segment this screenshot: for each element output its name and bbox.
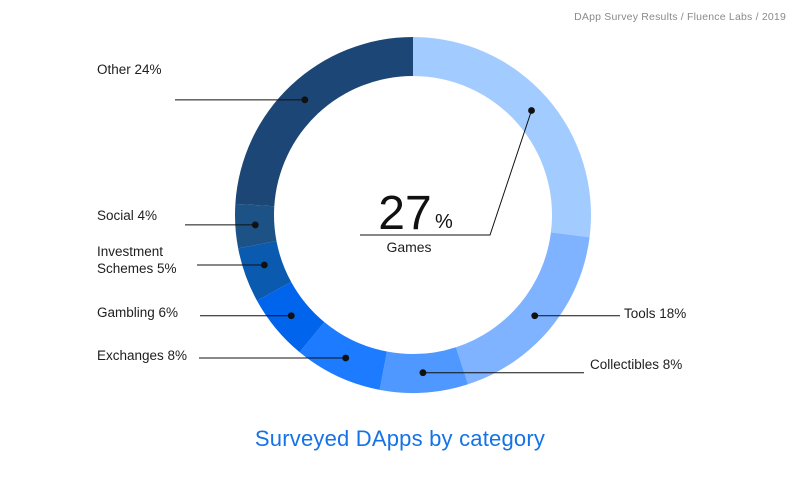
dot-investment-schemes bbox=[260, 261, 268, 269]
dot-games bbox=[528, 107, 535, 114]
label-exchanges: Exchanges 8% bbox=[97, 348, 187, 363]
center-unit: % bbox=[435, 211, 453, 233]
slice-games bbox=[413, 37, 592, 238]
donut-chart: Tools 18% Collectibles 8% Exchanges 8% Gamb… bbox=[97, 37, 686, 394]
label-other: Other 24% bbox=[97, 62, 162, 77]
slice-investment-schemes bbox=[238, 241, 292, 301]
center-value: 27 bbox=[378, 187, 431, 240]
label-investment-schemes: Investment Schemes 5% bbox=[97, 244, 177, 276]
dot-gambling bbox=[287, 312, 295, 320]
slice-other bbox=[235, 37, 413, 207]
label-collectibles: Collectibles 8% bbox=[590, 357, 682, 372]
dot-collectibles bbox=[419, 369, 427, 377]
leader-line-games bbox=[360, 110, 532, 236]
source-credit: DApp Survey Results / Fluence Labs / 201… bbox=[574, 11, 786, 23]
dot-tools bbox=[531, 312, 539, 320]
label-gambling: Gambling 6% bbox=[97, 305, 178, 320]
chart-title: Surveyed DApps by category bbox=[254, 426, 546, 451]
dot-social bbox=[251, 221, 259, 229]
label-tools: Tools 18% bbox=[624, 306, 686, 321]
dot-other bbox=[301, 96, 309, 104]
slice-tools bbox=[455, 232, 590, 385]
center-label: Games bbox=[386, 239, 431, 255]
dot-exchanges bbox=[342, 354, 350, 362]
label-social: Social 4% bbox=[97, 208, 157, 223]
